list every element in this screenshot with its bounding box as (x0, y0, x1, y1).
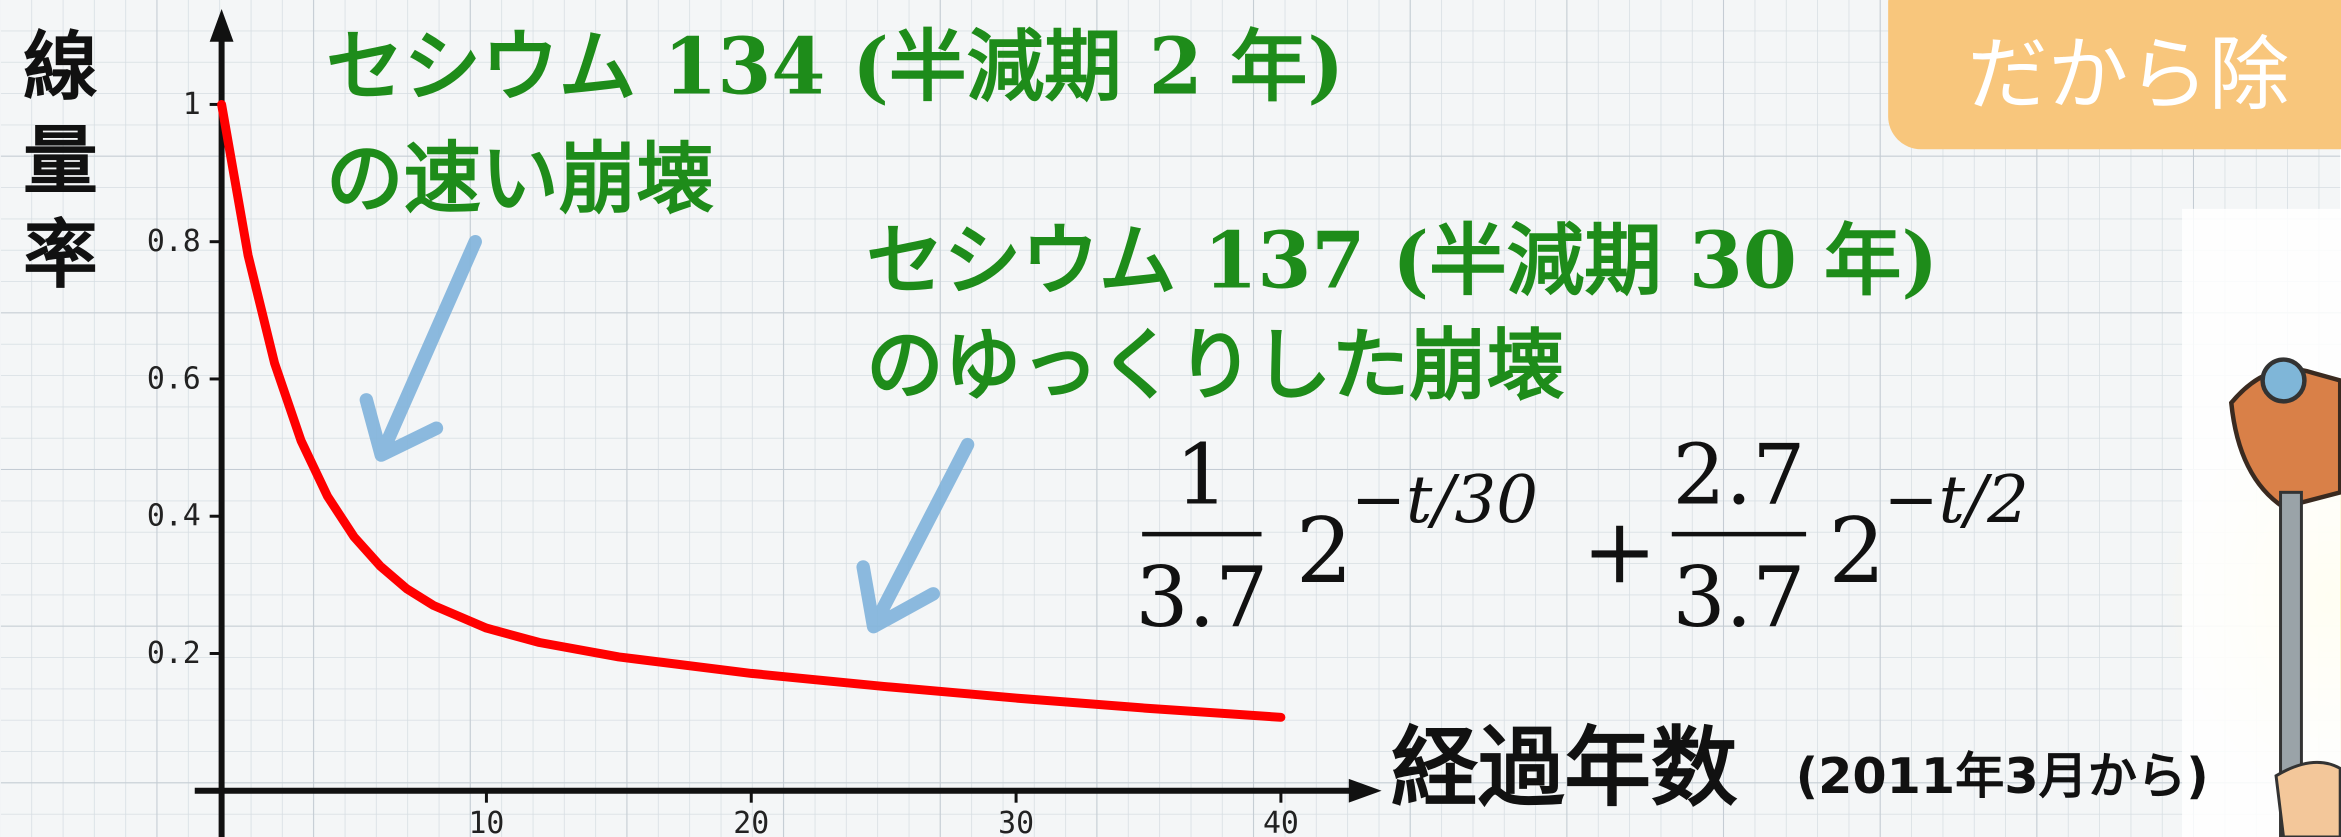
y-tick-label: 0.8 (147, 224, 201, 259)
y-tick-label: 0.6 (147, 361, 201, 396)
annotation: のゆっくりした崩壊 (866, 320, 1565, 411)
y-tick-label: 0.4 (147, 499, 201, 534)
button[interactable]: だから除 (1888, 0, 2341, 150)
x-axis-subtitle: (2011年3月から) (1796, 747, 2209, 805)
annotation: セシウム 137 (半減期 30 年) (866, 216, 1938, 307)
button-label[interactable]: だから除 (1967, 28, 2289, 122)
formula-text: 2.7 (1673, 425, 1806, 523)
y-tick-label: 0.2 (147, 636, 201, 671)
formula-text: 3.7 (1135, 548, 1268, 646)
formula-text: 1 (1175, 425, 1228, 523)
formula-text: 2 (1828, 500, 1885, 604)
formula-text: 3.7 (1673, 548, 1806, 646)
x-tick-label: 30 (998, 806, 1034, 837)
y-axis-title: 量 (23, 118, 98, 205)
x-axis-arrow (1348, 778, 1382, 803)
data-line (217, 99, 1286, 722)
y-axis-title: 率 (23, 212, 98, 299)
x-tick-label: 20 (733, 806, 769, 837)
formula-text: −t/2 (1884, 462, 2029, 538)
arrows (359, 234, 975, 634)
annotation: の速い崩壊 (326, 134, 714, 225)
button-bg[interactable] (1888, 0, 2341, 150)
formula: 1 3.7 2 −t/30 + 2.7 3.7 2 −t/2 (1135, 425, 2029, 645)
x-tick-label: 40 (1263, 806, 1299, 837)
plot: 0.2 0.4 0.6 0.8 1 10 20 30 40 (147, 8, 1382, 837)
x-axis-title: 経過年数 (1391, 718, 1738, 818)
formula-text: −t/30 (1351, 462, 1538, 538)
annotation: セシウム 134 (半減期 2 年) (326, 22, 1344, 113)
y-axis-title: 線 (23, 24, 98, 111)
formula-text: 2 (1296, 500, 1353, 604)
x-tick-label: 10 (468, 806, 504, 837)
y-axis-arrow (209, 8, 234, 42)
y-tick-label: 1 (183, 87, 201, 122)
illustration (2164, 208, 2341, 837)
formula-text: + (1582, 500, 1657, 604)
